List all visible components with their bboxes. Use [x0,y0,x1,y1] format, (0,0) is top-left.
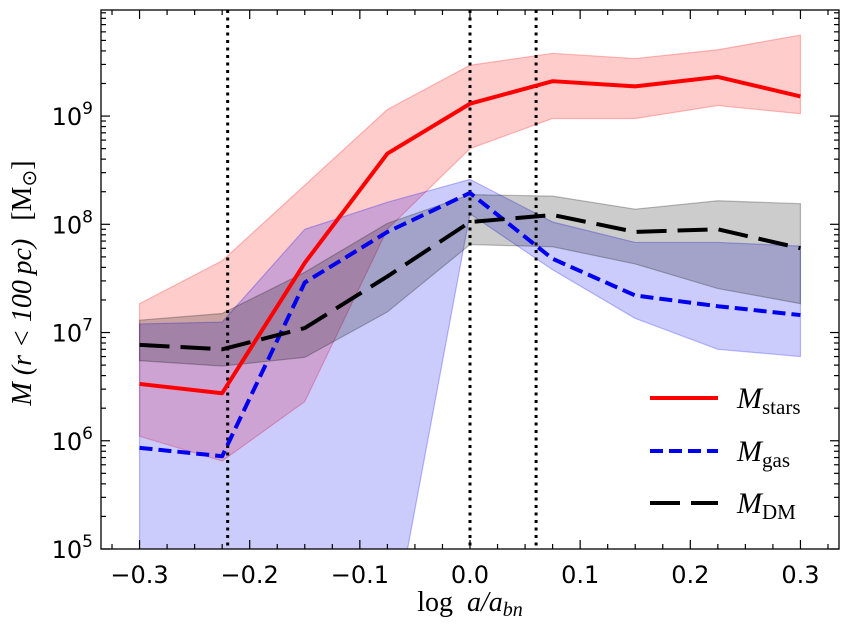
y-tick-label: 107 [52,316,93,348]
band-stars [138,34,802,462]
x-tick-label: 0.2 [671,561,709,589]
legend-label-gas: Mgas [736,435,790,472]
y-axis-title: M (r < 100 pc)[M⊙] [7,160,41,406]
line-gas [139,190,801,459]
y-tick-label: 108 [52,207,93,239]
line-stars [139,74,801,396]
band-DM [138,194,802,367]
x-tick-label: 0.0 [451,561,489,589]
y-tick-label: 106 [52,424,93,456]
legend-label-stars: Mstars [736,382,801,419]
x-tick-label: −0.1 [331,561,389,589]
x-tick-label: 0.1 [561,561,599,589]
line-DM [139,212,801,352]
y-tick-label: 109 [52,99,93,131]
x-tick-label: −0.2 [221,561,279,589]
x-tick-label: 0.3 [781,561,819,589]
x-tick-label: −0.3 [110,561,168,589]
legend-label-DM: MDM [736,487,796,524]
band-gas [138,178,802,549]
x-axis-title: log a/abn [417,587,523,621]
y-tick-label: 105 [52,532,93,564]
legend: Mstars Mgas MDM [650,382,801,524]
